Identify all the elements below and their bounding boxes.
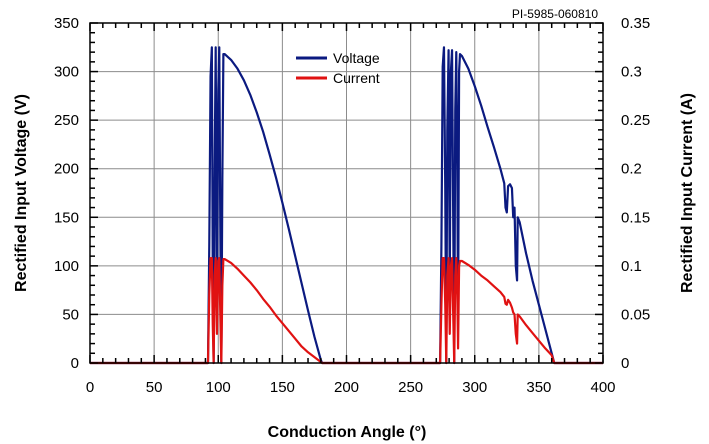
x-tick-label: 400 (590, 379, 615, 396)
series-line-current (90, 256, 603, 365)
x-tick-label: 100 (206, 379, 231, 396)
x-axis-title: Conduction Angle (°) (268, 424, 427, 441)
tick-layer (89, 22, 604, 364)
y-left-tick-label: 350 (54, 15, 79, 32)
y-right-tick-label: 0.1 (621, 258, 642, 275)
y-right-tick-label: 0.05 (621, 306, 650, 323)
y-right-tick-label: 0 (621, 355, 629, 372)
x-tick-label: 250 (398, 379, 423, 396)
reference-code: PI-5985-060810 (512, 7, 598, 21)
label-layer: 0 50 100 150 200 250 300 350 400 0 50 100 150 200 250 3… (54, 15, 650, 396)
y-right-tick-label: 0.15 (621, 209, 650, 226)
legend-label-voltage: Voltage (333, 50, 380, 66)
y-left-tick-label: 200 (54, 161, 79, 178)
series-layer (90, 46, 603, 365)
legend-label-current: Current (333, 70, 380, 86)
y-right-tick-label: 0.2 (621, 161, 642, 178)
x-tick-label: 150 (270, 379, 295, 396)
y-right-tick-label: 0.3 (621, 64, 642, 81)
y-axis-left-title: Rectified Input Voltage (V) (13, 94, 30, 292)
y-left-tick-label: 300 (54, 64, 79, 81)
y-right-tick-label: 0.35 (621, 15, 650, 32)
x-tick-label: 0 (86, 379, 94, 396)
x-tick-label: 200 (334, 379, 359, 396)
y-left-tick-label: 0 (71, 355, 79, 372)
y-left-tick-label: 50 (62, 306, 79, 323)
y-axis-right-title: Rectified Input Current (A) (679, 93, 696, 293)
y-left-tick-label: 250 (54, 112, 79, 129)
y-right-tick-label: 0.25 (621, 112, 650, 129)
y-left-tick-label: 100 (54, 258, 79, 275)
x-tick-label: 350 (526, 379, 551, 396)
x-tick-label: 50 (146, 379, 163, 396)
legend: Voltage Current (296, 50, 380, 86)
x-tick-label: 300 (462, 379, 487, 396)
y-left-tick-label: 150 (54, 209, 79, 226)
